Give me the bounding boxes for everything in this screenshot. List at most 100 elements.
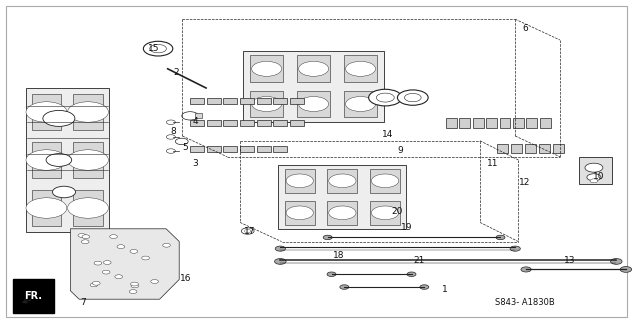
Bar xyxy=(195,113,202,118)
Circle shape xyxy=(117,245,125,249)
Circle shape xyxy=(68,150,108,170)
Circle shape xyxy=(43,110,75,126)
Bar xyxy=(285,201,315,225)
Bar xyxy=(207,98,221,104)
Bar xyxy=(240,146,254,152)
Circle shape xyxy=(129,290,137,293)
Circle shape xyxy=(275,246,285,251)
Bar xyxy=(540,144,550,153)
Text: 5: 5 xyxy=(183,143,188,152)
Bar xyxy=(540,118,550,128)
Bar xyxy=(223,120,237,126)
Circle shape xyxy=(346,97,376,111)
Bar xyxy=(290,98,304,104)
Circle shape xyxy=(346,61,376,76)
Text: 17: 17 xyxy=(244,228,255,236)
Bar xyxy=(579,157,612,184)
Bar xyxy=(486,118,497,128)
Text: 11: 11 xyxy=(487,159,499,168)
Circle shape xyxy=(241,228,254,234)
Bar xyxy=(207,120,221,126)
Text: 4: 4 xyxy=(193,117,198,126)
Circle shape xyxy=(163,243,170,247)
Bar xyxy=(250,91,283,117)
Bar xyxy=(74,190,102,226)
Circle shape xyxy=(521,267,531,272)
Circle shape xyxy=(78,234,86,237)
Circle shape xyxy=(150,44,166,53)
Circle shape xyxy=(329,174,356,188)
Circle shape xyxy=(68,198,108,218)
Circle shape xyxy=(244,229,251,233)
Text: 14: 14 xyxy=(381,130,393,139)
Text: 18: 18 xyxy=(333,252,345,260)
Text: FR.: FR. xyxy=(24,291,42,301)
Circle shape xyxy=(496,235,505,240)
Circle shape xyxy=(94,261,102,265)
Circle shape xyxy=(620,267,632,272)
Text: 16: 16 xyxy=(180,274,191,283)
Text: S843- A1830B: S843- A1830B xyxy=(495,298,555,307)
Bar xyxy=(328,201,357,225)
Text: 13: 13 xyxy=(564,256,575,265)
Text: 6: 6 xyxy=(522,24,527,33)
Text: 1: 1 xyxy=(442,285,447,294)
Bar xyxy=(74,142,102,178)
Bar xyxy=(525,144,536,153)
Circle shape xyxy=(26,150,67,170)
Circle shape xyxy=(182,112,198,120)
Bar xyxy=(513,118,524,128)
Circle shape xyxy=(131,284,139,288)
Bar xyxy=(370,169,400,193)
Circle shape xyxy=(420,285,429,289)
Circle shape xyxy=(46,154,72,166)
Circle shape xyxy=(371,174,399,188)
Circle shape xyxy=(275,259,286,264)
Bar xyxy=(445,118,457,128)
Bar xyxy=(511,144,522,153)
Circle shape xyxy=(115,275,122,279)
Bar xyxy=(297,55,330,82)
Bar xyxy=(273,146,287,152)
Bar xyxy=(257,120,271,126)
Circle shape xyxy=(376,93,394,102)
Circle shape xyxy=(369,89,402,106)
Circle shape xyxy=(81,240,89,244)
Circle shape xyxy=(252,97,282,111)
Circle shape xyxy=(141,256,149,260)
Text: 9: 9 xyxy=(397,146,403,155)
Bar xyxy=(74,94,102,130)
Bar xyxy=(190,120,204,126)
Circle shape xyxy=(327,272,336,276)
Bar xyxy=(553,144,564,153)
Circle shape xyxy=(90,283,98,287)
Bar xyxy=(497,144,508,153)
Circle shape xyxy=(166,135,175,139)
Circle shape xyxy=(68,102,108,122)
Bar xyxy=(223,146,237,152)
Text: 7: 7 xyxy=(81,298,86,307)
Bar xyxy=(250,55,283,82)
Circle shape xyxy=(585,163,603,172)
Circle shape xyxy=(92,281,100,285)
Circle shape xyxy=(166,149,175,153)
Bar xyxy=(460,118,470,128)
Bar xyxy=(32,190,61,226)
Circle shape xyxy=(26,198,67,218)
Bar xyxy=(190,98,204,104)
Bar xyxy=(473,118,484,128)
Text: 20: 20 xyxy=(391,207,403,216)
Circle shape xyxy=(166,120,175,124)
Circle shape xyxy=(175,138,188,145)
Circle shape xyxy=(587,174,601,181)
Circle shape xyxy=(611,259,622,264)
Circle shape xyxy=(151,280,159,284)
Circle shape xyxy=(102,270,110,274)
Bar xyxy=(257,98,271,104)
Bar xyxy=(344,91,377,117)
Bar xyxy=(32,94,61,130)
Text: 3: 3 xyxy=(193,159,198,168)
Circle shape xyxy=(286,206,314,220)
Bar xyxy=(526,118,538,128)
Circle shape xyxy=(52,186,76,198)
